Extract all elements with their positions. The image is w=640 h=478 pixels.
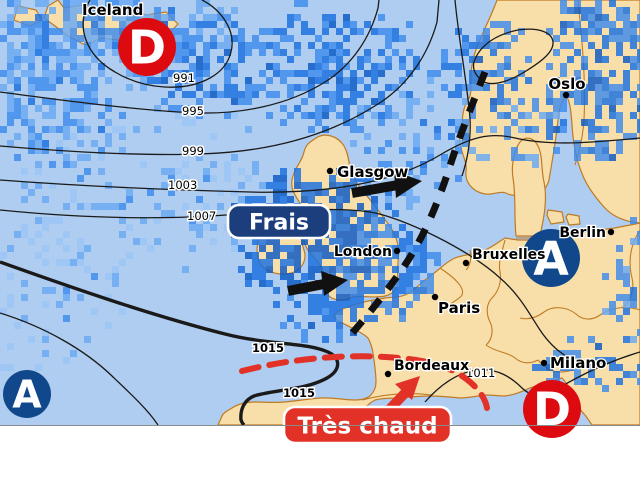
isobar-value-labels: 991 995 999 1003 1007 1015 1015 1011 bbox=[167, 70, 497, 402]
sea-area bbox=[0, 0, 640, 425]
svg-text:Berlin: Berlin bbox=[559, 225, 606, 241]
isobar-label: 1015 bbox=[252, 341, 284, 355]
cool-air-arrow-channel bbox=[287, 271, 348, 296]
flow-arrows bbox=[287, 171, 422, 416]
isobar-label: 1007 bbox=[187, 209, 216, 223]
warm-air-arrow bbox=[383, 376, 420, 416]
country-borders bbox=[361, 0, 640, 401]
city-marker-bordeaux: Bordeaux bbox=[384, 357, 470, 378]
svg-text:Bordeaux: Bordeaux bbox=[394, 358, 469, 374]
city-marker-london: London bbox=[333, 243, 401, 261]
land-masses bbox=[13, 0, 640, 425]
svg-text:Frais: Frais bbox=[249, 210, 309, 235]
svg-text:Iceland: Iceland bbox=[82, 1, 143, 19]
isobar-label: 995 bbox=[182, 104, 204, 118]
cold-front-dashed-line bbox=[345, 70, 489, 341]
svg-text:Oslo: Oslo bbox=[548, 75, 585, 93]
city-marker-iceland: Iceland bbox=[81, 0, 145, 20]
high-pressure-symbol: A bbox=[3, 370, 51, 418]
isobar-label: 1015 bbox=[283, 386, 315, 400]
cool-air-arrow-north bbox=[351, 171, 422, 198]
isobar-label: 999 bbox=[182, 144, 204, 158]
isobar-label: 1011 bbox=[466, 366, 495, 380]
city-marker-paris: Paris bbox=[431, 293, 482, 318]
city-marker-oslo: Oslo bbox=[547, 74, 587, 99]
svg-text:A: A bbox=[12, 373, 42, 417]
svg-text:Bruxelles: Bruxelles bbox=[472, 247, 546, 263]
city-labels: Iceland Oslo Glasgow London Bruxelles Berlin P… bbox=[81, 0, 615, 378]
precipitation-layer bbox=[0, 0, 640, 392]
isobar-label: 1003 bbox=[168, 178, 197, 192]
front-annotation-box: Frais bbox=[226, 203, 332, 240]
high-pressure-symbol: A bbox=[522, 229, 580, 287]
svg-text:London: London bbox=[334, 244, 392, 260]
low-pressure-symbol: D bbox=[118, 18, 176, 76]
city-marker-milano: Milano bbox=[540, 353, 608, 373]
svg-text:Glasgow: Glasgow bbox=[337, 163, 409, 181]
isobar-lines bbox=[0, 0, 640, 425]
city-marker-glasgow: Glasgow bbox=[326, 162, 410, 182]
isobar-label: 991 bbox=[173, 71, 195, 85]
svg-text:Paris: Paris bbox=[438, 299, 480, 317]
city-marker-bruxelles: Bruxelles bbox=[462, 246, 547, 267]
front-lines bbox=[239, 70, 490, 411]
footer-bar: Do, 25.07.2024, 12..15 UTC Mi 00 +39h Mo… bbox=[0, 425, 640, 478]
city-marker-berlin: Berlin bbox=[558, 224, 615, 242]
svg-text:D: D bbox=[128, 21, 166, 75]
svg-text:Milano: Milano bbox=[550, 354, 606, 372]
warm-front-dashed-line bbox=[239, 353, 490, 411]
svg-text:A: A bbox=[533, 232, 569, 286]
